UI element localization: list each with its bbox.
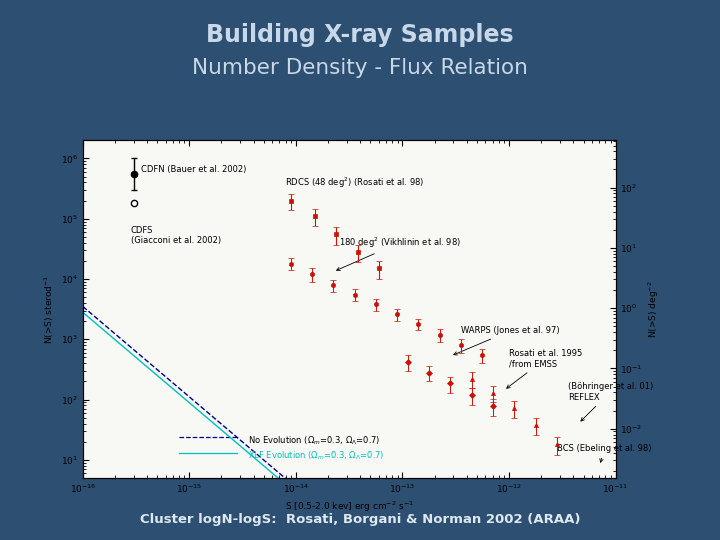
Text: Rosati et al. 1995
/from EMSS: Rosati et al. 1995 /from EMSS <box>507 349 582 388</box>
Text: (Böhringer et al. 01)
REFLEX: (Böhringer et al. 01) REFLEX <box>567 382 653 421</box>
Text: Building X-ray Samples: Building X-ray Samples <box>206 23 514 47</box>
Text: 180 deg$^2$ (Vikhlinin et al. 98): 180 deg$^2$ (Vikhlinin et al. 98) <box>337 235 461 271</box>
Y-axis label: N(>S) deg$^{-2}$: N(>S) deg$^{-2}$ <box>647 280 662 338</box>
Text: Cluster logN-logS:  Rosati, Borgani & Norman 2002 (ARAA): Cluster logN-logS: Rosati, Borgani & Nor… <box>140 513 580 526</box>
Text: WARPS (Jones et al. 97): WARPS (Jones et al. 97) <box>454 326 559 355</box>
Y-axis label: N(>S) sterod$^{-1}$: N(>S) sterod$^{-1}$ <box>43 274 56 344</box>
Text: Number Density - Flux Relation: Number Density - Flux Relation <box>192 57 528 78</box>
Text: CDFS
(Giacconi et al. 2002): CDFS (Giacconi et al. 2002) <box>131 226 221 245</box>
Text: XLF Evolution ($\Omega_m$=0.3, $\Omega_\Lambda$=0.7): XLF Evolution ($\Omega_m$=0.3, $\Omega_\… <box>248 450 384 462</box>
Text: BCS (Ebeling et al. 98): BCS (Ebeling et al. 98) <box>557 444 652 462</box>
X-axis label: S [0.5-2.0 kev] erg cm$^{-2}$ s$^{-1}$: S [0.5-2.0 kev] erg cm$^{-2}$ s$^{-1}$ <box>285 500 413 514</box>
Text: RDCS (48 deg$^2$) (Rosati et al. 98): RDCS (48 deg$^2$) (Rosati et al. 98) <box>285 175 425 190</box>
Text: CDFN (Bauer et al. 2002): CDFN (Bauer et al. 2002) <box>141 165 247 173</box>
Text: No Evolution ($\Omega_m$=0.3, $\Omega_\Lambda$=0.7): No Evolution ($\Omega_m$=0.3, $\Omega_\L… <box>248 434 380 447</box>
